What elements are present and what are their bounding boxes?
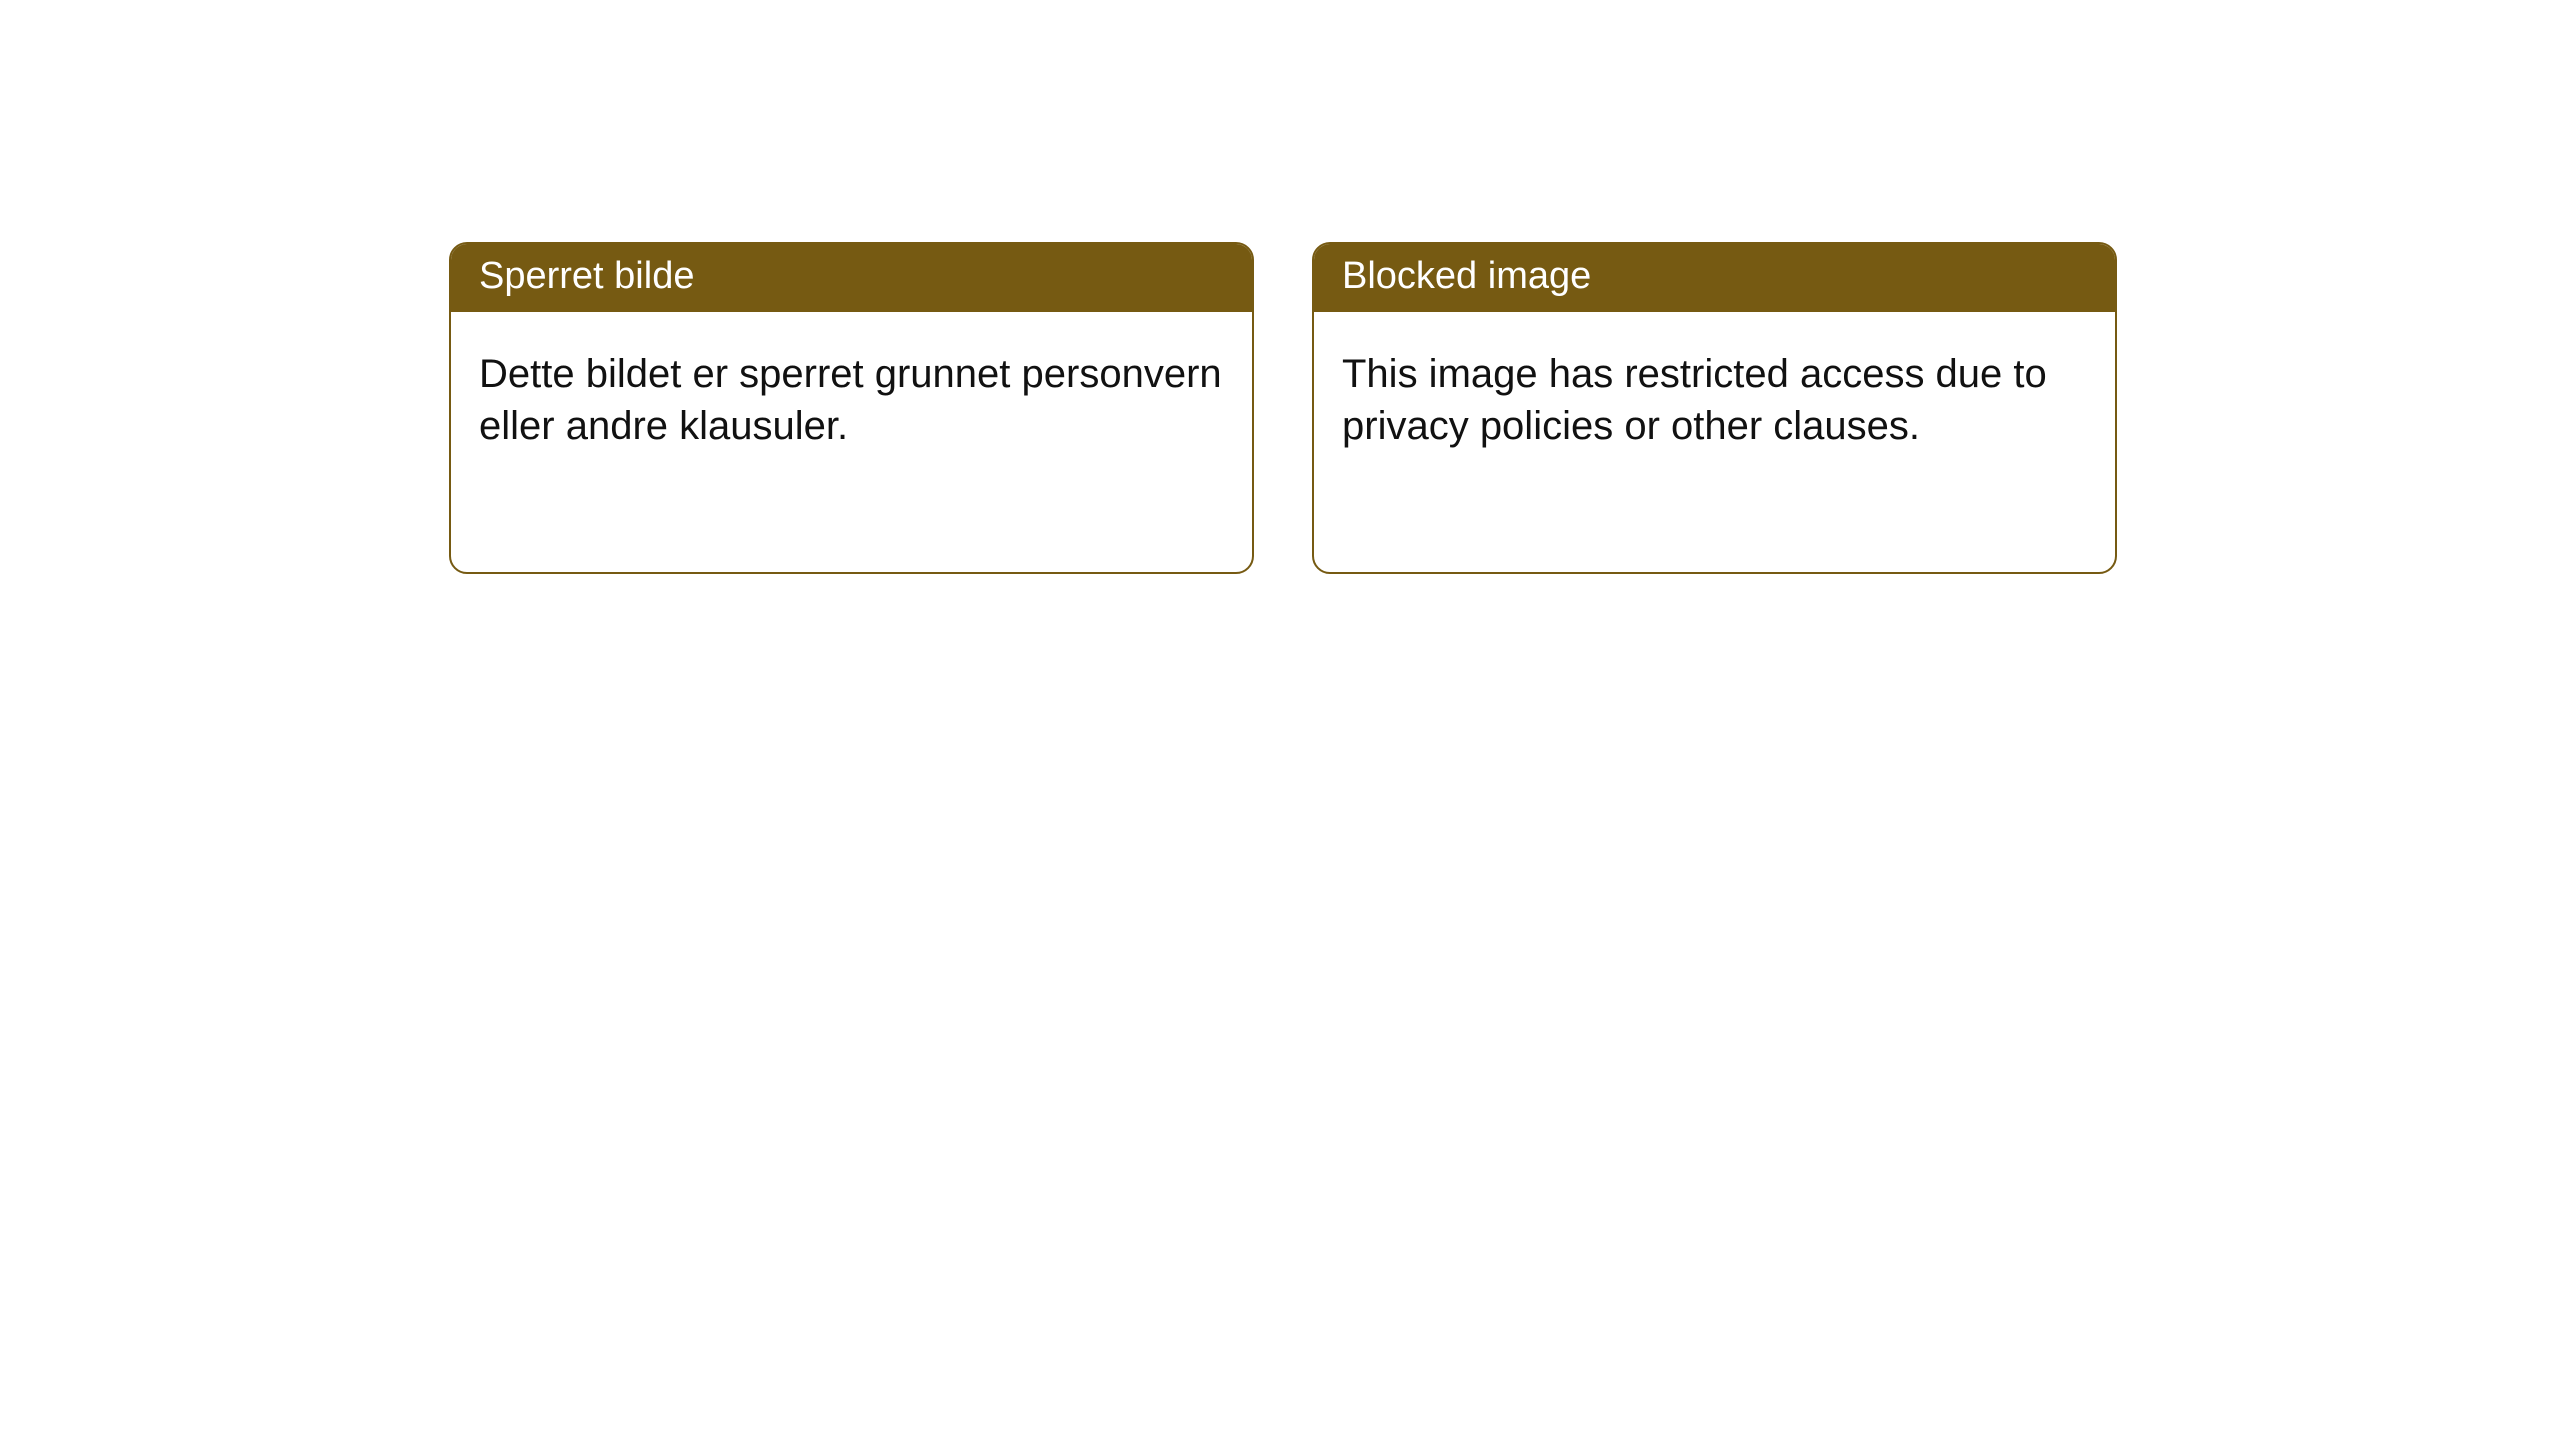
card-body-text: This image has restricted access due to … bbox=[1342, 352, 2047, 448]
blocked-image-notices: Sperret bilde Dette bildet er sperret gr… bbox=[449, 242, 2117, 574]
card-title: Blocked image bbox=[1342, 255, 1591, 297]
card-body-text: Dette bildet er sperret grunnet personve… bbox=[479, 352, 1222, 448]
card-body: This image has restricted access due to … bbox=[1314, 312, 2115, 488]
notice-card-english: Blocked image This image has restricted … bbox=[1312, 242, 2117, 574]
card-header: Sperret bilde bbox=[451, 244, 1252, 312]
card-body: Dette bildet er sperret grunnet personve… bbox=[451, 312, 1252, 488]
notice-card-norwegian: Sperret bilde Dette bildet er sperret gr… bbox=[449, 242, 1254, 574]
card-header: Blocked image bbox=[1314, 244, 2115, 312]
card-title: Sperret bilde bbox=[479, 255, 694, 297]
